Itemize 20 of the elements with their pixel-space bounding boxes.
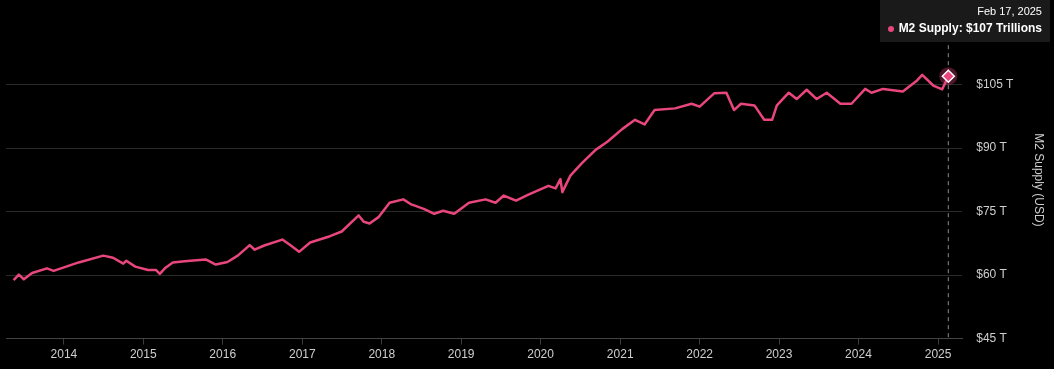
y-tick-label: $45 T [976,330,1008,345]
x-tick-label: 2022 [686,347,714,362]
x-tick-label: 2015 [129,347,157,362]
x-tick-label: 2020 [527,347,555,362]
x-tick-label: 2014 [50,347,78,362]
x-tick-label: 2018 [368,347,396,362]
text: Feb 17, 2025 [976,4,1042,19]
annotation: M2 Supply: $107 Trillions [898,21,1042,35]
x-tick-label: 2016 [209,347,237,362]
y-tick-label: $60 T [976,267,1008,282]
x-tick-label: 2019 [447,347,475,362]
x-tick-label: 2017 [288,347,317,362]
x-tick-label: 2021 [606,347,634,362]
y-tick-label: $105 T [976,76,1015,91]
y-tick-label: $90 T [976,140,1008,155]
y-axis-title: M2 Supply (USD) [1032,133,1047,227]
x-tick-label: 2023 [765,347,793,362]
x-tick-label: 2025 [924,347,952,362]
y-tick-label: $75 T [976,203,1008,218]
x-tick-label: 2024 [845,347,873,362]
